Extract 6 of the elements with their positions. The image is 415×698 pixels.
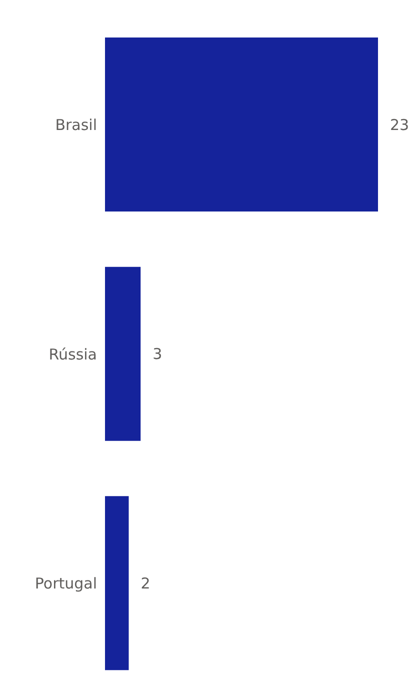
- data-label: 2: [140, 574, 150, 593]
- data-label: 23: [390, 116, 410, 134]
- data-label: 3: [152, 345, 162, 364]
- y-tick-label: Portugal: [34, 574, 97, 593]
- y-tick-label: Brasil: [55, 116, 97, 134]
- y-tick-label: Rússia: [48, 345, 97, 364]
